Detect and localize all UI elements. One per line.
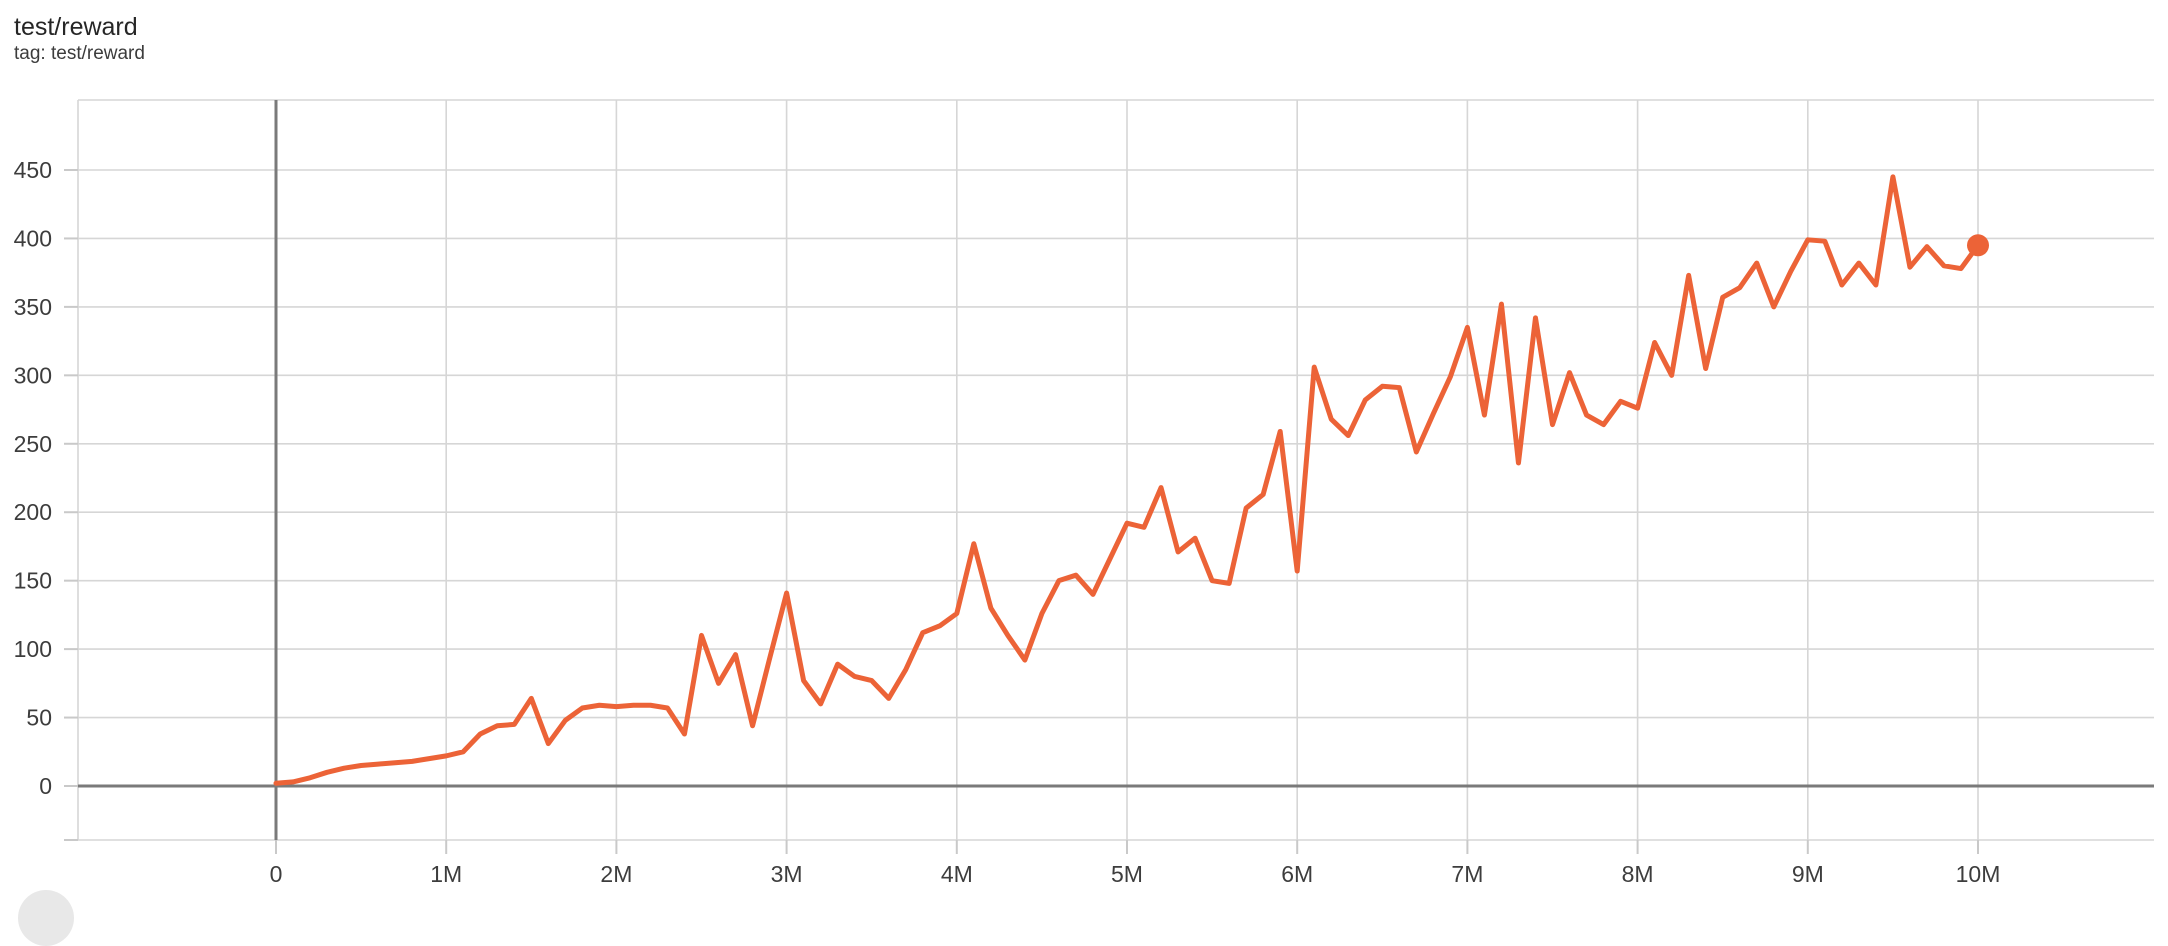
x-tick-label: 9M	[1792, 861, 1824, 887]
x-tick-label: 1M	[430, 861, 462, 887]
chart-svg[interactable]: 0 50 100 150 200 250 300 350 400 450 0 1M 2M 3M 4M 5M 6…	[0, 0, 2168, 908]
x-tick-label: 2M	[600, 861, 632, 887]
y-gridlines	[77, 99, 2154, 841]
x-tick-label: 6M	[1281, 861, 1313, 887]
y-tick-label: 100	[14, 636, 52, 662]
axis-lines	[78, 100, 2154, 840]
x-tick-label: 8M	[1622, 861, 1654, 887]
x-tick-label: 0	[270, 861, 283, 887]
chart-header: test/reward tag: test/reward	[14, 12, 145, 66]
y-tick-label: 50	[26, 705, 52, 731]
y-tick-label: 0	[39, 773, 52, 799]
series-line-test-reward[interactable]	[273, 174, 1981, 786]
y-tick-label: 350	[14, 294, 52, 320]
x-tick-label: 7M	[1451, 861, 1483, 887]
data-series-group[interactable]	[273, 174, 1989, 786]
y-tick-label: 300	[14, 362, 52, 388]
corner-circle-decoration[interactable]	[18, 890, 74, 946]
y-tick-label: 450	[14, 157, 52, 183]
x-tick-label: 4M	[941, 861, 973, 887]
series-endpoint-marker[interactable]	[1967, 234, 1989, 257]
x-gridlines	[445, 100, 1979, 840]
x-tick-label: 5M	[1111, 861, 1143, 887]
x-tick-label: 10M	[1956, 861, 2001, 887]
line-chart-plot[interactable]: 0 50 100 150 200 250 300 350 400 450 0 1M 2M 3M 4M 5M 6…	[0, 0, 2168, 908]
y-tick-label: 200	[14, 499, 52, 525]
chart-subtitle-tag: tag: test/reward	[14, 43, 145, 64]
x-tick-label: 3M	[771, 861, 803, 887]
page-title: test/reward	[14, 13, 138, 41]
y-tick-label: 400	[14, 225, 52, 251]
y-axis-tick-labels: 0 50 100 150 200 250 300 350 400 450	[14, 157, 52, 799]
tick-marks	[64, 169, 1979, 854]
y-tick-label: 150	[14, 568, 52, 594]
x-axis-tick-labels: 0 1M 2M 3M 4M 5M 6M 7M 8M 9M 10M	[270, 861, 2001, 887]
y-tick-label: 250	[14, 431, 52, 457]
